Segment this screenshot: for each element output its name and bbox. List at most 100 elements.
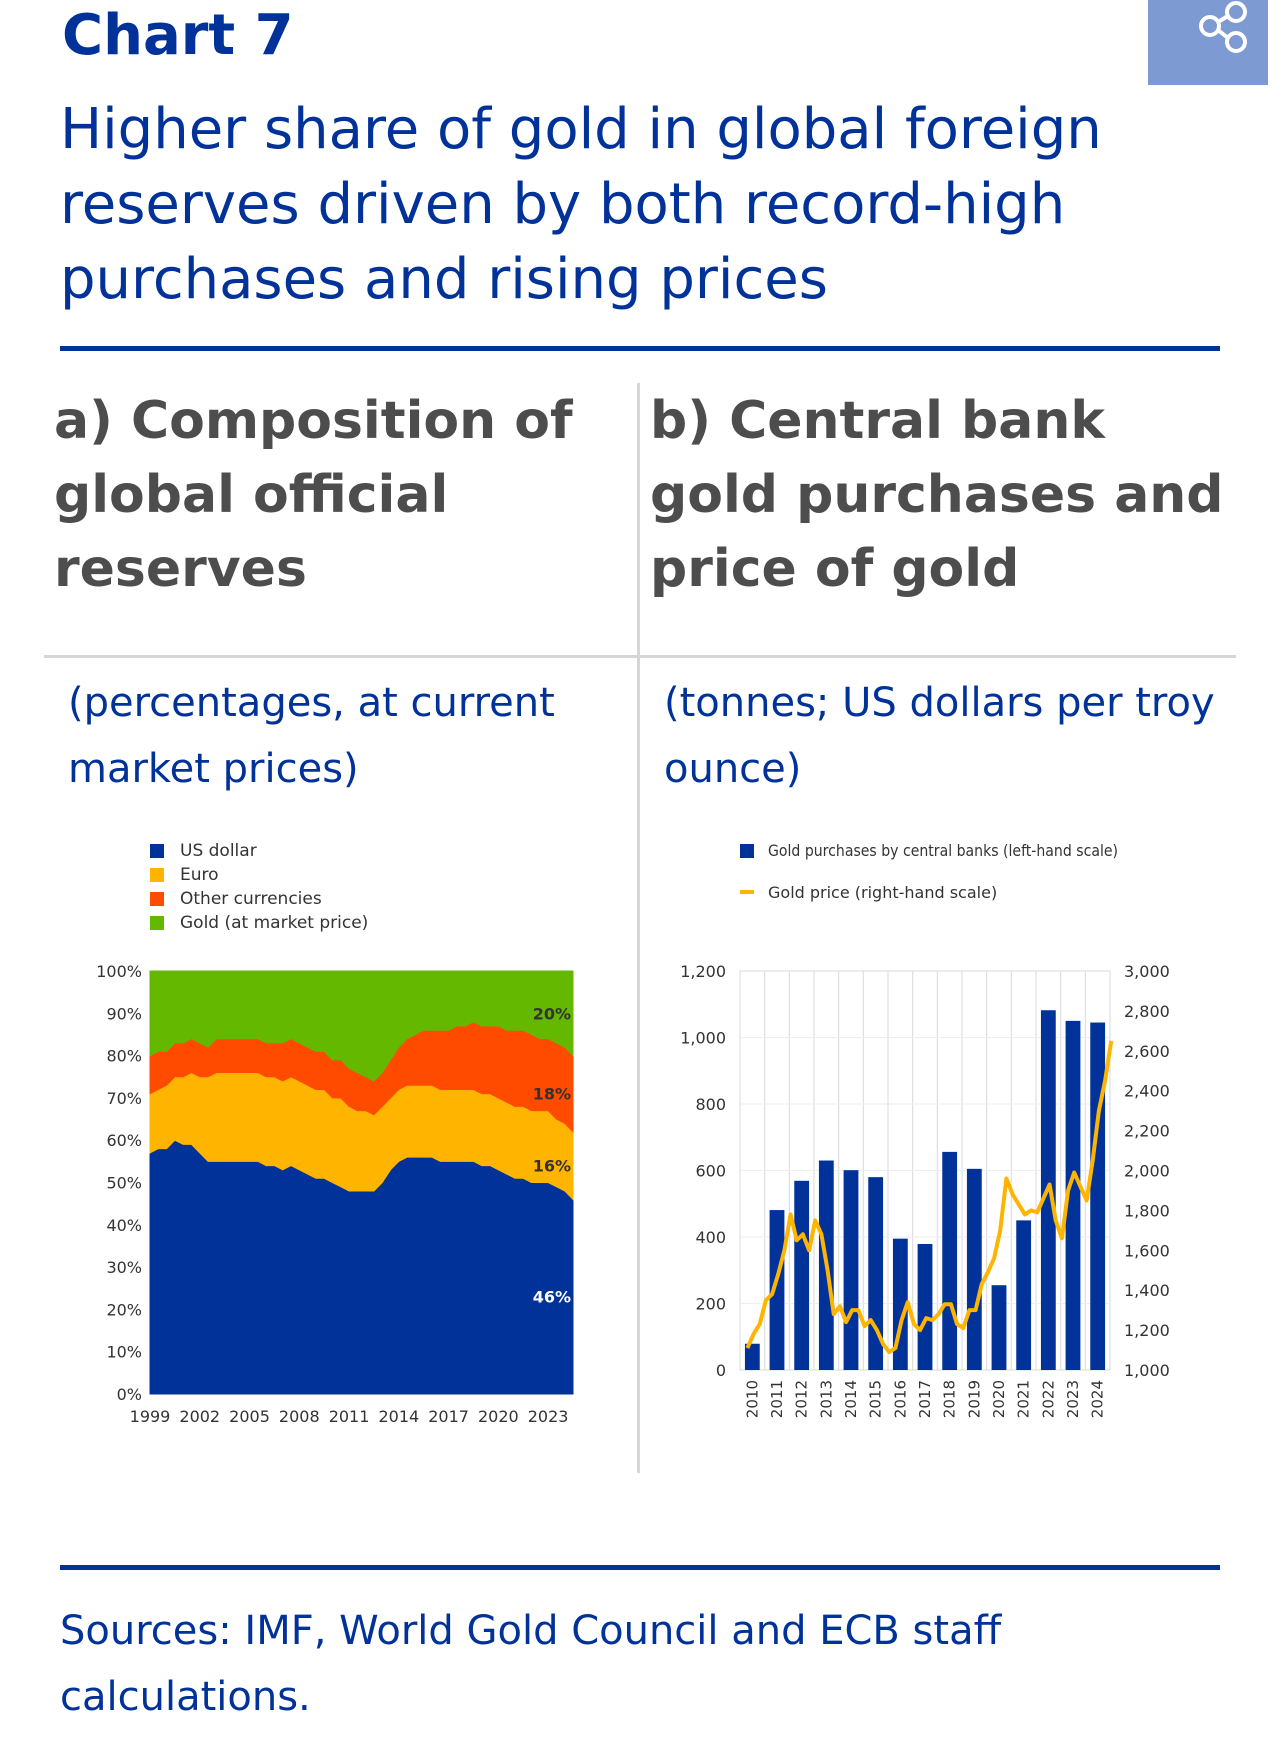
- x-tick-label: 2019: [965, 1380, 983, 1418]
- bar: [1065, 1020, 1081, 1370]
- left-tick-label: 1,000: [680, 1029, 726, 1048]
- x-tick-label: 2021: [1015, 1380, 1033, 1418]
- legend-swatch: [740, 844, 754, 858]
- chart-b-line: [745, 1040, 1114, 1354]
- x-tick-label: 2023: [528, 1407, 569, 1426]
- y-tick-label: 20%: [106, 1300, 142, 1319]
- x-tick-label: 2002: [179, 1407, 220, 1426]
- x-tick-label: 2005: [229, 1407, 270, 1426]
- left-tick-label: 400: [695, 1228, 726, 1247]
- bar: [794, 1180, 810, 1370]
- bar: [1090, 1022, 1106, 1370]
- legend-swatch: [150, 892, 164, 906]
- bar: [966, 1168, 982, 1370]
- right-tick-label: 1,000: [1124, 1361, 1170, 1380]
- x-tick-label: 2023: [1064, 1380, 1082, 1418]
- x-tick-label: 2016: [891, 1380, 909, 1418]
- share-icon: [1199, 1, 1247, 53]
- sources-note: Sources: IMF, World Gold Council and ECB…: [60, 1608, 1002, 1720]
- chart-title: Higher share of gold in global foreign r…: [60, 97, 1102, 312]
- left-tick-label: 600: [695, 1162, 726, 1181]
- right-tick-label: 1,800: [1124, 1201, 1170, 1220]
- bar: [917, 1243, 933, 1370]
- x-tick-label: 2008: [279, 1407, 320, 1426]
- right-tick-label: 1,400: [1124, 1281, 1170, 1300]
- right-tick-label: 2,400: [1124, 1082, 1170, 1101]
- panel-divider: [637, 383, 640, 1473]
- y-tick-label: 30%: [106, 1258, 142, 1277]
- left-tick-label: 800: [695, 1095, 726, 1114]
- x-tick-label: 2020: [990, 1380, 1008, 1418]
- right-tick-label: 2,000: [1124, 1162, 1170, 1181]
- right-tick-label: 3,000: [1124, 962, 1170, 981]
- panel-a-title: a) Composition of global official reserv…: [54, 391, 573, 599]
- legend-swatch: [150, 868, 164, 882]
- share-button[interactable]: [1148, 0, 1268, 85]
- left-tick-label: 200: [695, 1295, 726, 1314]
- left-tick-label: 1,200: [680, 962, 726, 981]
- chart-a-y-axis: 0% 10% 20% 30% 40% 50% 60% 70% 80% 90% 100%: [96, 962, 142, 1404]
- data-label: 20%: [533, 1004, 571, 1023]
- x-tick-label: 2022: [1039, 1380, 1057, 1418]
- right-tick-label: 1,600: [1124, 1241, 1170, 1260]
- bar: [991, 1285, 1007, 1370]
- chart-b-left-axis: 0 200 400 600 800 1,000 1,200: [680, 962, 726, 1380]
- legend-label: Gold price (right-hand scale): [768, 883, 997, 902]
- y-tick-label: 90%: [106, 1004, 142, 1023]
- chart-b: Gold purchases by central banks (left-ha…: [680, 841, 1170, 1418]
- chart-a-x-axis: 1999 2002 2005 2008 2011 2014 2017 2020 2023: [130, 1407, 569, 1426]
- legend-swatch: [150, 844, 164, 858]
- legend-label: Euro: [180, 865, 219, 885]
- y-tick-label: 80%: [106, 1047, 142, 1066]
- panel-b-subtitle: (tonnes; US dollars per troy ounce): [664, 680, 1215, 792]
- bar: [942, 1151, 958, 1370]
- y-tick-label: 100%: [96, 962, 142, 981]
- x-tick-label: 2020: [478, 1407, 519, 1426]
- y-tick-label: 40%: [106, 1216, 142, 1235]
- bar: [843, 1170, 859, 1370]
- x-tick-label: 2017: [916, 1380, 934, 1418]
- x-tick-label: 2014: [378, 1407, 419, 1426]
- panel-b-title: b) Central bank gold purchases and price…: [650, 391, 1224, 599]
- legend-label: Gold (at market price): [180, 913, 368, 933]
- legend-swatch: [740, 890, 754, 894]
- legend-label: Gold purchases by central banks (left-ha…: [768, 841, 1118, 860]
- x-tick-label: 2015: [867, 1380, 885, 1418]
- chart-b-x-axis: 2010 2011 2012 2013 2014 2015 2016 2017 2018 2019…: [743, 1380, 1106, 1418]
- x-tick-label: 2017: [428, 1407, 469, 1426]
- x-tick-label: 1999: [130, 1407, 171, 1426]
- x-tick-label: 2011: [768, 1380, 786, 1418]
- right-tick-label: 1,200: [1124, 1321, 1170, 1340]
- x-tick-label: 2012: [793, 1380, 811, 1418]
- panel-a-subtitle: (percentages, at current market prices): [68, 680, 555, 792]
- gold-price-line: [745, 1040, 1114, 1354]
- y-tick-label: 60%: [106, 1131, 142, 1150]
- y-tick-label: 50%: [106, 1174, 142, 1193]
- x-tick-label: 2018: [941, 1380, 959, 1418]
- y-tick-label: 0%: [117, 1385, 142, 1404]
- bar: [769, 1210, 785, 1370]
- y-tick-label: 10%: [106, 1343, 142, 1362]
- chart-a-legend: US dollar Euro Other currencies Gold (at ma…: [150, 841, 368, 933]
- legend-label: US dollar: [180, 841, 257, 861]
- legend-swatch: [150, 916, 164, 930]
- area-series: [149, 970, 574, 1082]
- chart-label: Chart 7: [62, 3, 294, 68]
- x-tick-label: 2013: [817, 1380, 835, 1418]
- chart-a: US dollar Euro Other currencies Gold (at ma…: [96, 841, 574, 1426]
- header-divider: [44, 655, 1236, 658]
- chart-b-legend: Gold purchases by central banks (left-ha…: [740, 841, 1118, 902]
- bottom-rule: [60, 1565, 1220, 1570]
- legend-label: Other currencies: [180, 889, 322, 909]
- data-label: 18%: [533, 1085, 571, 1104]
- right-tick-label: 2,200: [1124, 1122, 1170, 1141]
- right-tick-label: 2,600: [1124, 1042, 1170, 1061]
- data-label: 46%: [533, 1288, 571, 1307]
- x-tick-label: 2024: [1089, 1380, 1107, 1418]
- data-label: 16%: [533, 1157, 571, 1176]
- y-tick-label: 70%: [106, 1089, 142, 1108]
- right-tick-label: 2,800: [1124, 1002, 1170, 1021]
- chart-b-right-axis: 1,000 1,200 1,400 1,600 1,800 2,000 2,200 2,400…: [1124, 962, 1170, 1380]
- left-tick-label: 0: [716, 1361, 726, 1380]
- top-rule: [60, 346, 1220, 351]
